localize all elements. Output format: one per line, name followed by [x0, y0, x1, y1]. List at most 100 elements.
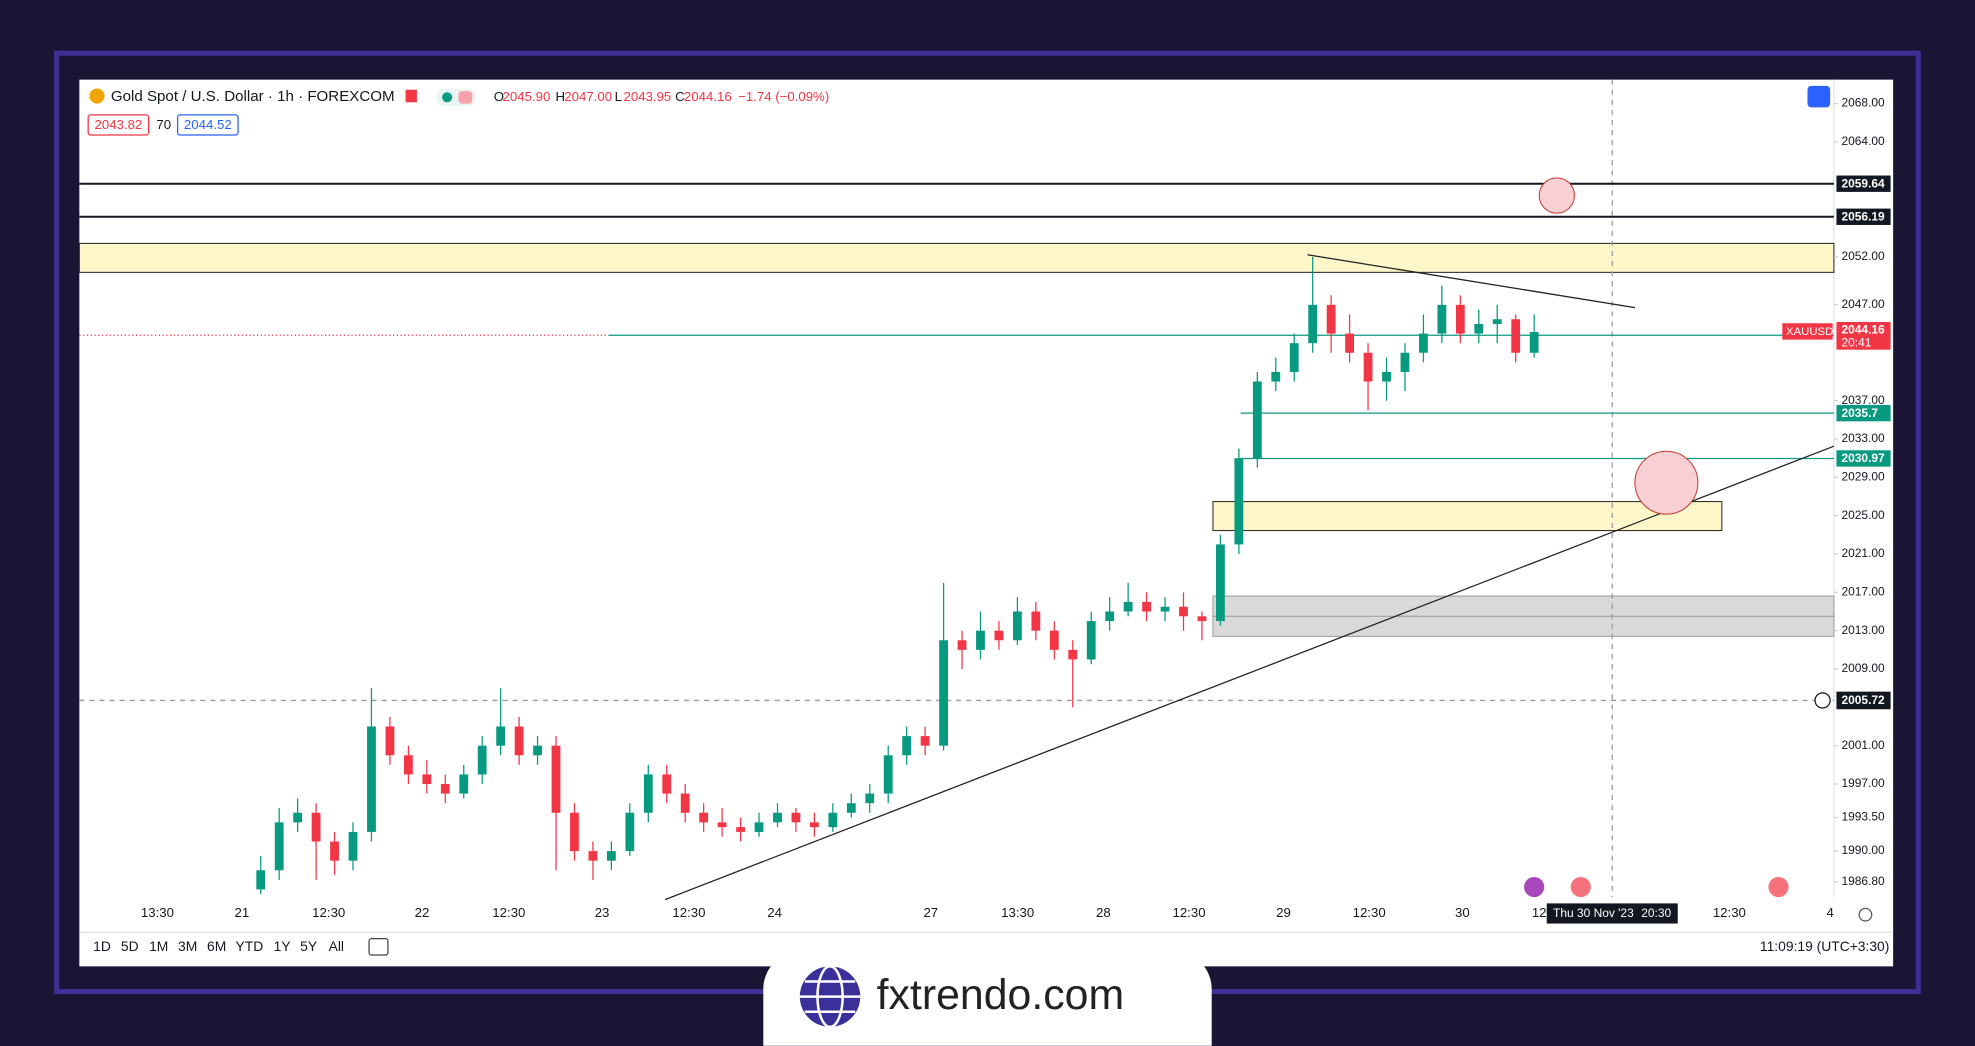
- ohlc-label: C: [675, 89, 685, 104]
- candle-body: [606, 851, 616, 861]
- symbol-label: XAUUSD: [1786, 326, 1833, 338]
- range-button[interactable]: 1M: [149, 938, 168, 954]
- price-label-box: [1836, 175, 1891, 192]
- candle-body: [514, 726, 524, 756]
- last-price: 2044.16: [1841, 322, 1885, 336]
- date-range-icon[interactable]: [368, 938, 389, 956]
- candle-body: [293, 812, 303, 823]
- candle-body: [1123, 601, 1133, 612]
- y-tick-label: 1993.50: [1841, 810, 1885, 824]
- range-button[interactable]: All: [329, 938, 344, 954]
- support-circle: [1634, 450, 1699, 515]
- candle-body: [976, 630, 985, 650]
- y-tick-label: 2052.00: [1841, 249, 1885, 263]
- range-button[interactable]: 5D: [121, 938, 139, 954]
- x-tick-label: 23: [595, 905, 610, 920]
- ohlc-label: O: [494, 89, 504, 104]
- price-label: 2059.64: [1841, 176, 1885, 190]
- candle-body: [1345, 333, 1355, 353]
- candle-body: [994, 630, 1004, 641]
- candle-body: [570, 812, 579, 852]
- candle-body: [625, 812, 635, 852]
- candle-body: [809, 822, 819, 828]
- x-tick-label: 12:30: [672, 905, 705, 920]
- status-dot: [458, 90, 473, 104]
- candle-body: [1382, 371, 1391, 382]
- x-tick-label: 21: [234, 905, 249, 920]
- candle-body: [477, 745, 487, 775]
- candle-body: [1216, 544, 1225, 622]
- event-icon[interactable]: [1524, 876, 1545, 898]
- candle-body: [1363, 352, 1373, 382]
- event-icon[interactable]: [1768, 876, 1789, 898]
- sync-button[interactable]: [1807, 85, 1831, 108]
- ask: 2044.52: [184, 117, 232, 132]
- candle-body: [367, 726, 376, 832]
- price-axis: 2068.00 2064.00 2052.00 2047.00 2037.00 2033.…: [1833, 96, 1885, 888]
- settings-icon[interactable]: [1858, 907, 1873, 922]
- candle-body: [588, 851, 598, 861]
- price-label-box: [1836, 404, 1891, 422]
- plus-button[interactable]: [1814, 692, 1831, 709]
- range-button[interactable]: 5Y: [300, 938, 317, 954]
- x-tick-label: 24: [767, 905, 782, 920]
- price-label: 2030.97: [1841, 451, 1885, 465]
- symbol-icon: [89, 88, 105, 104]
- candle-body: [754, 822, 764, 832]
- candle-body: [1326, 304, 1336, 334]
- y-tick-label: 2047.00: [1841, 297, 1885, 311]
- candle-body: [662, 774, 672, 794]
- x-tick-label: 12:30: [312, 905, 345, 920]
- candle-body: [403, 755, 413, 775]
- y-tick-label: 2017.00: [1841, 584, 1885, 598]
- x-tick-label: 12:30: [1713, 905, 1746, 920]
- ohlc-value: 2043.95: [623, 89, 671, 104]
- y-tick-label: 2025.00: [1841, 508, 1885, 522]
- candle-body: [1252, 381, 1262, 459]
- candle-body: [1068, 649, 1078, 660]
- candle-body: [330, 841, 339, 861]
- range-button[interactable]: 3M: [178, 938, 197, 954]
- x-tick-label: 30: [1455, 905, 1470, 920]
- clock: 11:09:19 (UTC+3:30): [1760, 938, 1889, 954]
- candle-body: [385, 726, 395, 756]
- candle-body: [1474, 324, 1484, 334]
- candle-body: [1529, 332, 1539, 353]
- candle-body: [422, 774, 432, 785]
- y-tick-label: 2029.00: [1841, 469, 1885, 483]
- candle-body: [1197, 616, 1207, 622]
- candle-body: [902, 736, 912, 756]
- candle-body: [883, 755, 893, 794]
- range-button[interactable]: 1D: [93, 938, 111, 954]
- candle-body: [791, 812, 801, 823]
- candle-body: [348, 831, 358, 861]
- crosshair-price: 2005.72: [1841, 693, 1885, 707]
- status-dot: [442, 92, 453, 103]
- candle-body: [1511, 319, 1521, 353]
- supply-zone: [78, 242, 1835, 273]
- watermark-pill: [763, 951, 1212, 1046]
- x-tick-label: 29: [1276, 905, 1291, 920]
- candle-body: [1086, 621, 1096, 660]
- y-tick-label: 1986.80: [1841, 874, 1885, 888]
- trendline-up: [664, 445, 1835, 901]
- range-button[interactable]: 1Y: [274, 938, 291, 954]
- range-button[interactable]: YTD: [236, 938, 264, 954]
- ohlc-value: 2047.00: [564, 89, 612, 104]
- ask-box[interactable]: [176, 114, 239, 136]
- y-tick-label: 1997.00: [1841, 776, 1885, 790]
- range-button[interactable]: 6M: [207, 938, 226, 954]
- candle-body: [939, 640, 948, 746]
- candle-body: [957, 640, 967, 650]
- symbol[interactable]: Gold Spot / U.S. Dollar · 1h · FOREXCOM: [111, 88, 395, 105]
- x-tick-label: 22: [415, 905, 430, 920]
- event-icon[interactable]: [1570, 876, 1591, 898]
- candle-body: [1234, 458, 1244, 545]
- candle-body: [717, 822, 727, 828]
- y-tick-label: 2013.00: [1841, 623, 1885, 637]
- ohlc-label: L: [615, 89, 622, 104]
- candle-body: [1105, 611, 1115, 622]
- bid-box[interactable]: [87, 114, 150, 136]
- candle-body: [1289, 343, 1299, 372]
- x-tick-label: 12:30: [492, 905, 525, 920]
